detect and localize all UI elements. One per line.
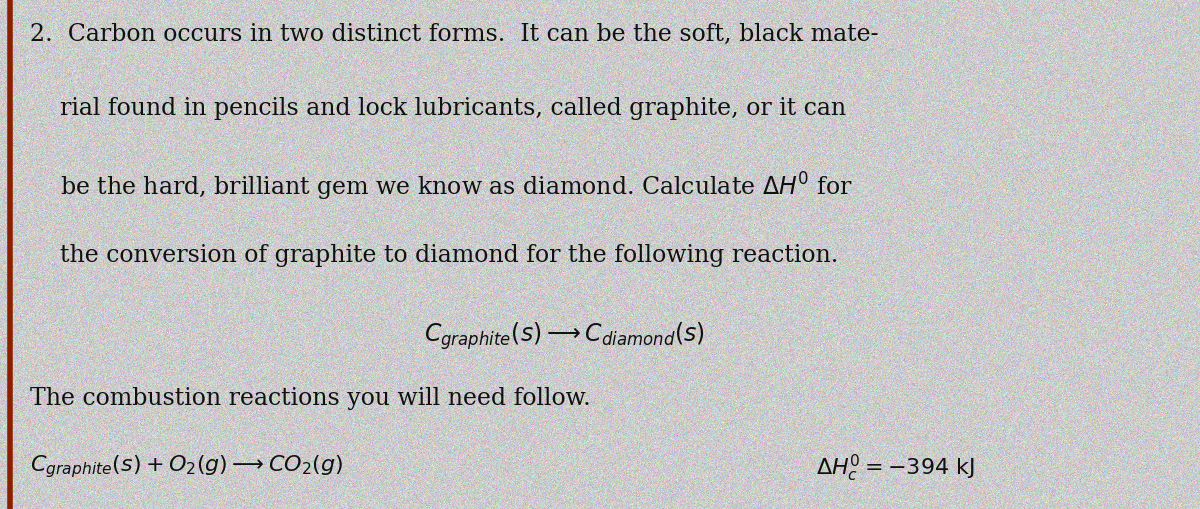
Text: 2.  Carbon occurs in two distinct forms.  It can be the soft, black mate-: 2. Carbon occurs in two distinct forms. … — [30, 23, 878, 46]
Text: $\Delta H_c^0 = {-}394\ \mathrm{kJ}$: $\Delta H_c^0 = {-}394\ \mathrm{kJ}$ — [816, 453, 974, 484]
Text: the conversion of graphite to diamond for the following reaction.: the conversion of graphite to diamond fo… — [30, 244, 839, 267]
Text: $C_{graphite}(s) + O_2(g) \longrightarrow CO_2(g)$: $C_{graphite}(s) + O_2(g) \longrightarro… — [30, 453, 343, 480]
Text: The combustion reactions you will need follow.: The combustion reactions you will need f… — [30, 387, 590, 410]
Text: $C_{graphite}(s) \longrightarrow C_{diamond}(s)$: $C_{graphite}(s) \longrightarrow C_{diam… — [424, 321, 704, 352]
Text: rial found in pencils and lock lubricants, called graphite, or it can: rial found in pencils and lock lubricant… — [30, 97, 846, 120]
Text: be the hard, brilliant gem we know as diamond. Calculate $\Delta H^0$ for: be the hard, brilliant gem we know as di… — [30, 171, 853, 203]
